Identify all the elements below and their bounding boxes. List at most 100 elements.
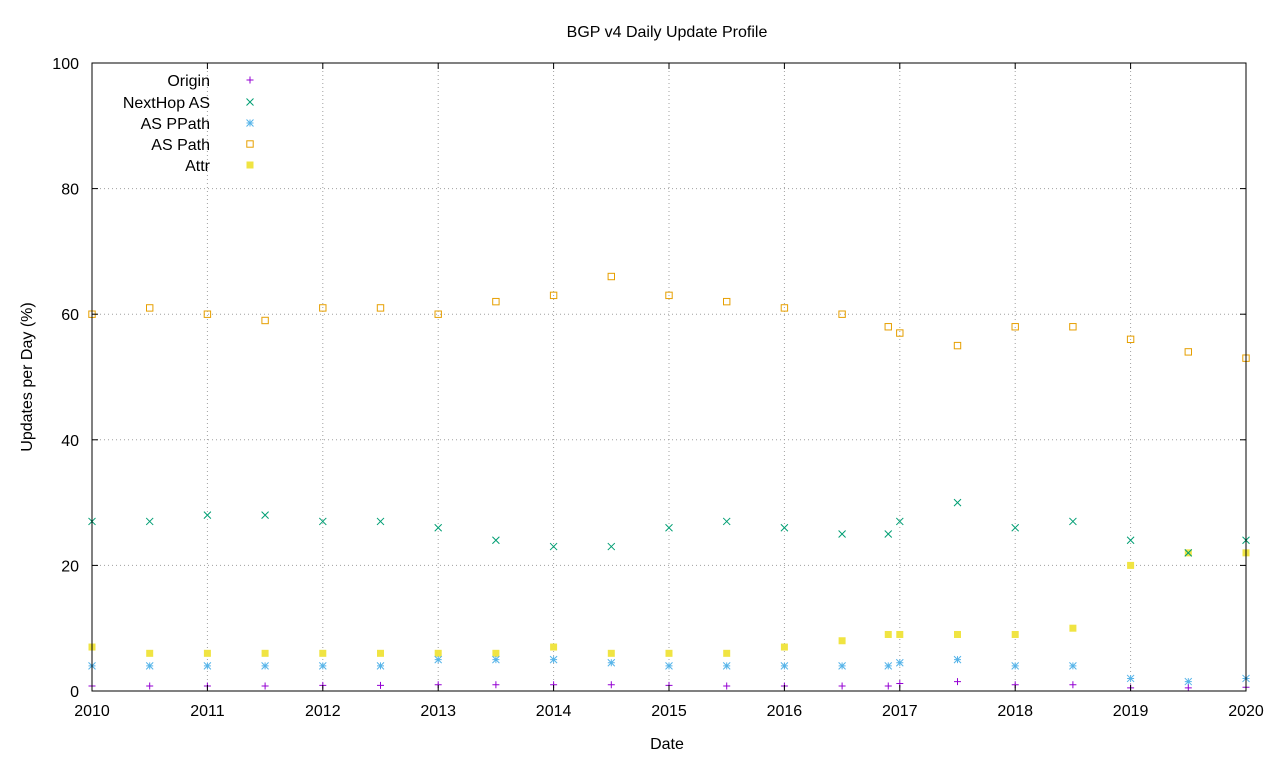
data-point <box>1126 335 1135 344</box>
legend-label: NextHop AS <box>123 95 210 112</box>
x-tick-label: 2012 <box>305 703 341 720</box>
data-point <box>318 517 327 526</box>
data-point <box>1184 684 1192 692</box>
data-point <box>203 511 212 520</box>
y-tick-label: 0 <box>70 684 79 701</box>
data-point <box>607 658 616 667</box>
data-point <box>780 643 788 651</box>
legend-label: AS PPath <box>141 116 210 133</box>
data-point <box>722 517 731 526</box>
y-tick-label: 100 <box>52 56 79 73</box>
data-point <box>838 530 846 538</box>
data-point <box>665 291 673 300</box>
data-point <box>492 649 500 657</box>
data-point <box>1127 561 1135 569</box>
y-tick-label: 20 <box>61 558 79 575</box>
y-axis-label: Updates per Day (%) <box>19 302 36 451</box>
data-point <box>261 662 269 670</box>
data-point <box>838 310 846 318</box>
y-tick-label: 40 <box>61 433 79 450</box>
data-point <box>261 682 269 690</box>
data-point <box>376 304 385 312</box>
data-point <box>261 511 269 520</box>
x-tick-label: 2014 <box>536 703 572 720</box>
data-point <box>838 682 846 690</box>
data-point <box>376 662 385 670</box>
x-tick-label: 2010 <box>74 703 110 720</box>
data-point <box>780 304 789 312</box>
series-origin <box>88 678 1250 692</box>
data-point <box>838 637 846 645</box>
x-axis-label: Date <box>650 736 684 753</box>
data-point <box>607 681 615 689</box>
data-point <box>896 630 904 638</box>
x-tick-label: 2013 <box>420 703 456 720</box>
data-point <box>953 655 962 664</box>
legend-label: Attr <box>185 158 211 175</box>
x-tick-label: 2015 <box>651 703 687 720</box>
data-point <box>954 678 961 686</box>
data-point <box>780 662 789 670</box>
data-point <box>318 662 327 670</box>
data-point <box>1069 517 1077 526</box>
data-point <box>145 662 154 670</box>
legend-marker <box>246 119 254 127</box>
data-point <box>895 517 904 526</box>
data-point <box>1069 624 1077 632</box>
data-point <box>884 530 893 538</box>
data-point <box>953 341 962 350</box>
x-tick-label: 2017 <box>882 703 918 720</box>
data-point <box>1069 323 1077 331</box>
data-point <box>434 523 443 532</box>
data-point <box>203 662 212 670</box>
data-point <box>884 662 893 670</box>
data-point <box>261 649 269 657</box>
data-point <box>896 329 904 337</box>
data-point <box>607 649 615 657</box>
data-point <box>884 682 892 690</box>
data-point <box>1126 536 1135 545</box>
data-point <box>1126 674 1135 683</box>
data-point <box>376 517 385 526</box>
data-point <box>492 536 500 545</box>
data-point <box>550 643 558 651</box>
x-tick-label: 2016 <box>767 703 803 720</box>
data-point <box>954 630 961 638</box>
y-tick-label: 60 <box>61 307 79 324</box>
data-point <box>434 649 442 657</box>
data-point <box>1011 323 1019 331</box>
data-point <box>1011 662 1020 670</box>
legend-label: Origin <box>167 73 210 90</box>
legend-label: AS Path <box>151 137 210 154</box>
data-point <box>723 682 731 690</box>
data-point <box>1011 630 1019 638</box>
grid-lines <box>92 63 1246 691</box>
data-point <box>1184 677 1193 686</box>
data-point <box>146 649 154 657</box>
data-point <box>549 542 558 551</box>
data-point <box>1184 548 1193 557</box>
data-point <box>1069 662 1077 670</box>
legend: Origin NextHop AS AS PPath AS Path Attr <box>123 73 254 175</box>
data-point <box>492 655 500 664</box>
data-point <box>665 523 673 532</box>
data-point <box>145 517 154 526</box>
data-point <box>665 662 673 670</box>
data-point <box>261 316 269 325</box>
data-point <box>492 681 500 689</box>
data-point <box>953 498 962 507</box>
data-point <box>377 681 384 689</box>
data-point <box>549 291 558 300</box>
legend-marker <box>246 140 254 148</box>
data-point <box>723 649 731 657</box>
x-tick-label: 2018 <box>997 703 1033 720</box>
series-nexthop-as <box>88 498 1250 557</box>
data-point <box>1069 681 1077 689</box>
x-tick-label: 2020 <box>1228 703 1264 720</box>
data-point <box>665 649 673 657</box>
data-point <box>549 655 558 664</box>
data-point <box>723 297 731 306</box>
data-point <box>607 272 615 281</box>
